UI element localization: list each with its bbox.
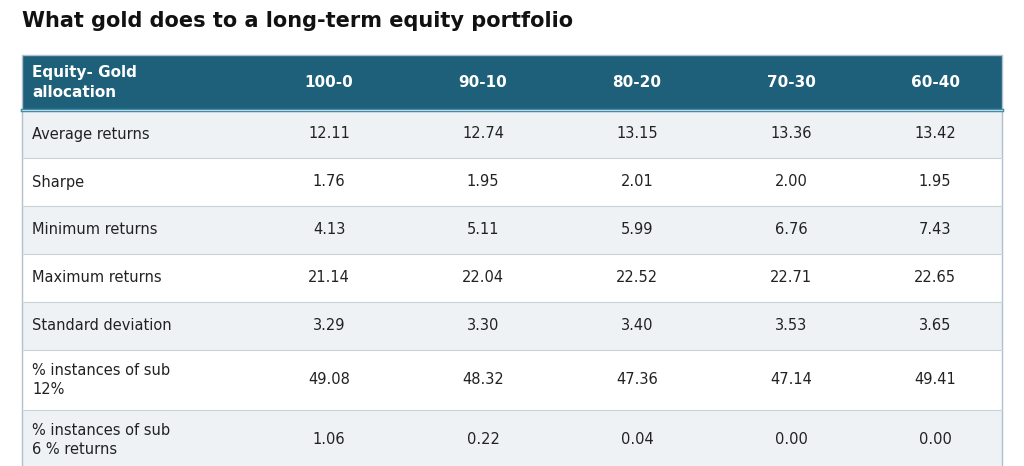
Text: 48.32: 48.32 <box>462 372 504 388</box>
Text: 49.41: 49.41 <box>914 372 955 388</box>
Text: 80-20: 80-20 <box>612 75 662 90</box>
Text: 5.11: 5.11 <box>467 222 500 238</box>
Text: 12.74: 12.74 <box>462 126 504 142</box>
Text: 13.42: 13.42 <box>914 126 955 142</box>
Text: 6.76: 6.76 <box>775 222 807 238</box>
Text: 100-0: 100-0 <box>304 75 353 90</box>
Text: 70-30: 70-30 <box>767 75 815 90</box>
Text: Minimum returns: Minimum returns <box>32 222 158 238</box>
Text: 3.30: 3.30 <box>467 318 499 334</box>
Bar <box>22 410 1002 466</box>
Text: 0.00: 0.00 <box>919 432 951 447</box>
Text: 13.15: 13.15 <box>616 126 657 142</box>
Text: Maximum returns: Maximum returns <box>32 270 162 286</box>
Text: Standard deviation: Standard deviation <box>32 318 172 334</box>
Text: 22.04: 22.04 <box>462 270 504 286</box>
Text: 7.43: 7.43 <box>919 222 951 238</box>
Text: 1.76: 1.76 <box>312 174 345 190</box>
Text: 1.06: 1.06 <box>312 432 345 447</box>
Bar <box>22 55 1002 466</box>
Text: 3.29: 3.29 <box>312 318 345 334</box>
Bar <box>22 158 1002 206</box>
Text: Average returns: Average returns <box>32 126 150 142</box>
Text: What gold does to a long-term equity portfolio: What gold does to a long-term equity por… <box>22 11 573 31</box>
Text: 12.11: 12.11 <box>308 126 350 142</box>
Bar <box>22 350 1002 410</box>
Text: 60-40: 60-40 <box>910 75 959 90</box>
Bar <box>22 206 1002 254</box>
Text: 4.13: 4.13 <box>312 222 345 238</box>
Text: Sharpe: Sharpe <box>32 174 84 190</box>
Text: 47.36: 47.36 <box>616 372 657 388</box>
Text: 90-10: 90-10 <box>459 75 507 90</box>
Text: % instances of sub
12%: % instances of sub 12% <box>32 363 170 397</box>
Text: 2.01: 2.01 <box>621 174 653 190</box>
Text: % instances of sub
6 % returns: % instances of sub 6 % returns <box>32 423 170 457</box>
Bar <box>22 254 1002 302</box>
Text: 22.65: 22.65 <box>914 270 956 286</box>
Text: 0.22: 0.22 <box>467 432 500 447</box>
Text: 13.36: 13.36 <box>770 126 812 142</box>
Text: 2.00: 2.00 <box>774 174 808 190</box>
Text: 1.95: 1.95 <box>919 174 951 190</box>
Text: 3.53: 3.53 <box>775 318 807 334</box>
Text: 47.14: 47.14 <box>770 372 812 388</box>
Bar <box>22 302 1002 350</box>
Bar <box>22 55 1002 110</box>
Text: 3.65: 3.65 <box>919 318 951 334</box>
Text: 22.71: 22.71 <box>770 270 812 286</box>
Bar <box>22 110 1002 158</box>
Text: 1.95: 1.95 <box>467 174 500 190</box>
Text: Equity- Gold
allocation: Equity- Gold allocation <box>32 65 137 100</box>
Text: 22.52: 22.52 <box>616 270 658 286</box>
Text: 0.04: 0.04 <box>621 432 653 447</box>
Text: 5.99: 5.99 <box>621 222 653 238</box>
Text: 49.08: 49.08 <box>308 372 350 388</box>
Text: 0.00: 0.00 <box>774 432 808 447</box>
Text: 21.14: 21.14 <box>308 270 350 286</box>
Text: 3.40: 3.40 <box>621 318 653 334</box>
